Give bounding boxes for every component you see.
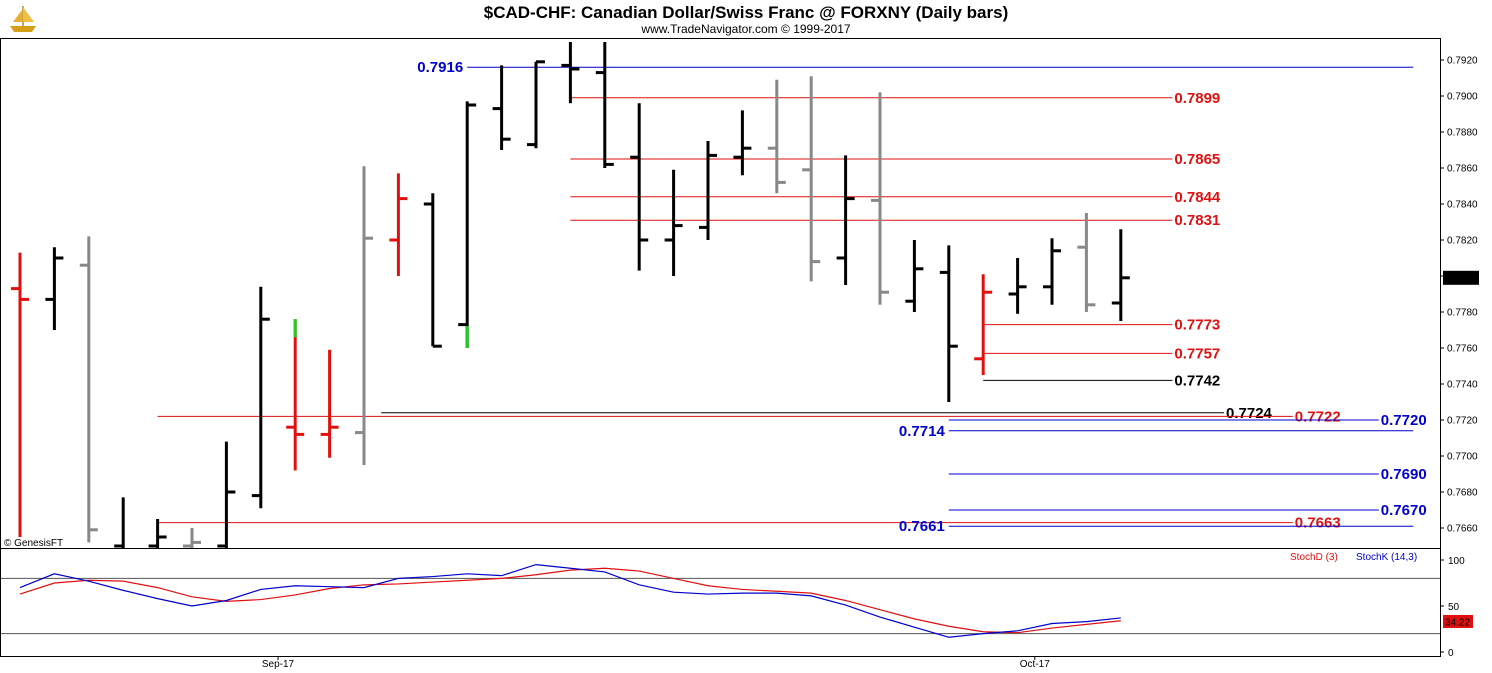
price-tick-label: 0.7820 <box>1447 236 1478 247</box>
price-tick-label: 0.7900 <box>1447 92 1478 103</box>
price-axis: 0.79200.79000.78800.78600.78400.78200.78… <box>1440 56 1478 535</box>
level-lines: 0.7916 0.7899 0.7865 0.7844 0.7831 0.7773 0.77… <box>157 59 1427 535</box>
chart-title: $CAD-CHF: Canadian Dollar/Swiss Franc @ … <box>484 3 1009 22</box>
last-price-label: 0.7799 <box>1445 274 1476 285</box>
price-tick-label: 0.7740 <box>1447 380 1478 391</box>
level-label: 0.7757 <box>1174 345 1220 362</box>
date-tick-label: Sep-17 <box>262 659 295 670</box>
level-label: 0.7773 <box>1174 317 1220 334</box>
ship-icon <box>10 6 36 32</box>
level-label: 0.7916 <box>417 59 463 76</box>
stoch-legend-entry: StochD (3) <box>1290 552 1338 563</box>
price-tick-label: 0.7920 <box>1447 56 1478 67</box>
stoch-k-line <box>19 563 1121 638</box>
level-label: 0.7844 <box>1174 189 1221 206</box>
price-tick-label: 0.7660 <box>1447 524 1478 535</box>
level-label: 0.7724 <box>1226 405 1273 422</box>
level-label: 0.7899 <box>1174 90 1220 107</box>
stoch-lines <box>19 563 1121 638</box>
price-tick-label: 0.7720 <box>1447 416 1478 427</box>
level-label: 0.7865 <box>1174 151 1220 168</box>
level-label: 0.7661 <box>899 518 945 535</box>
price-tick-label: 0.7700 <box>1447 452 1478 463</box>
stochastic-panel: 100 50 0 StochD (3) StochK (14,3) 34.22 <box>1 552 1473 659</box>
last-price-badge <box>1443 270 1479 285</box>
level-label: 0.7722 <box>1295 408 1341 425</box>
stoch-d-line <box>19 567 1121 634</box>
price-panel-frame <box>0 38 1441 549</box>
last-price-marker: 0.7799 <box>1443 270 1479 285</box>
stoch-last-badge <box>1443 614 1473 628</box>
price-tick-label: 0.7880 <box>1447 128 1478 139</box>
level-label: 0.7714 <box>899 423 946 440</box>
level-label: 0.7742 <box>1174 372 1220 389</box>
stoch-last-label: 34.22 <box>1445 617 1470 628</box>
price-tick-label: 0.7760 <box>1447 344 1478 355</box>
price-tick-label: 0.7680 <box>1447 488 1478 499</box>
level-label: 0.7720 <box>1381 412 1427 429</box>
level-label: 0.7690 <box>1381 466 1427 483</box>
price-tick-label: 0.7860 <box>1447 164 1478 175</box>
price-bars <box>11 42 1130 548</box>
date-tick-label: Oct-17 <box>1020 659 1050 670</box>
price-tick-label: 0.7780 <box>1447 308 1478 319</box>
level-label: 0.7831 <box>1174 212 1220 229</box>
stoch-panel-frame <box>0 548 1441 657</box>
stoch-tick-label: 0 <box>1448 648 1454 659</box>
chart-subtitle: www.TradeNavigator.com © 1999-2017 <box>640 22 850 36</box>
level-label: 0.7663 <box>1295 515 1341 532</box>
level-label: 0.7670 <box>1381 502 1427 519</box>
watermark: © GenesisFT <box>4 538 63 549</box>
stoch-tick-label: 50 <box>1448 602 1460 613</box>
stoch-legend-entry: StochK (14,3) <box>1356 552 1417 563</box>
stoch-tick-label: 100 <box>1448 556 1465 567</box>
price-tick-label: 0.7840 <box>1447 200 1478 211</box>
date-axis: Sep-17 Oct-17 <box>262 656 1050 670</box>
